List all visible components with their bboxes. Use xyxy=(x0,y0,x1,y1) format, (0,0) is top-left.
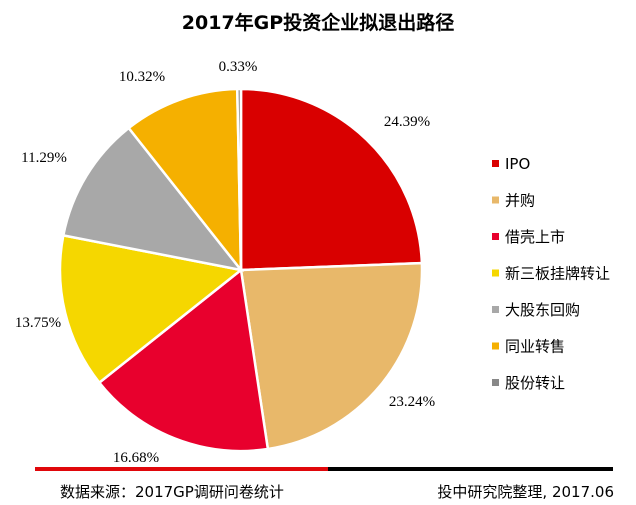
legend-label: 大股东回购 xyxy=(505,301,580,319)
legend-label: 借壳上市 xyxy=(505,228,565,246)
source-note: 数据来源：2017GP调研问卷统计 xyxy=(60,483,284,501)
footer-divider-black xyxy=(328,467,613,471)
slice-value-label: 11.29% xyxy=(21,150,67,166)
legend-swatch xyxy=(492,233,499,240)
slice-value-label: 10.32% xyxy=(119,69,165,85)
pie-slices xyxy=(58,87,424,453)
credit-note: 投中研究院整理, 2017.06 xyxy=(437,483,614,501)
pie-slice-2 xyxy=(239,261,424,451)
legend-swatch xyxy=(492,306,499,313)
legend-label: 并购 xyxy=(505,192,535,210)
legend-swatch xyxy=(492,342,499,350)
pie-slice-1 xyxy=(239,87,424,272)
pie-slice-7 xyxy=(235,87,243,271)
pie-slice-4 xyxy=(58,233,244,385)
footer-divider-red xyxy=(35,467,328,471)
slice-value-label: 24.39% xyxy=(384,114,430,130)
legend-swatch xyxy=(492,269,499,277)
pie-value-labels: 24.39% 23.24% 16.68% 13.75% 11.29% 10.32% 0.33… xyxy=(15,59,435,466)
pie-slice-6 xyxy=(126,87,243,274)
legend-label: 同业转售 xyxy=(505,338,565,356)
legend-swatch xyxy=(492,379,499,386)
slice-value-label: 13.75% xyxy=(15,315,61,331)
legend-swatch xyxy=(492,160,499,167)
slice-value-label: 23.24% xyxy=(389,394,435,410)
legend-label: 新三板挂牌转让 xyxy=(505,265,610,283)
slice-value-label: 0.33% xyxy=(219,59,258,75)
legend-label: 股份转让 xyxy=(505,374,565,392)
slice-value-label: 16.68% xyxy=(113,450,159,466)
pie-slice-5 xyxy=(61,126,245,272)
legend-swatch xyxy=(492,196,499,204)
pie-slice-3 xyxy=(97,267,270,453)
chart-title: 2017年GP投资企业拟退出路径 xyxy=(181,12,455,34)
legend-label: IPO xyxy=(505,155,530,173)
